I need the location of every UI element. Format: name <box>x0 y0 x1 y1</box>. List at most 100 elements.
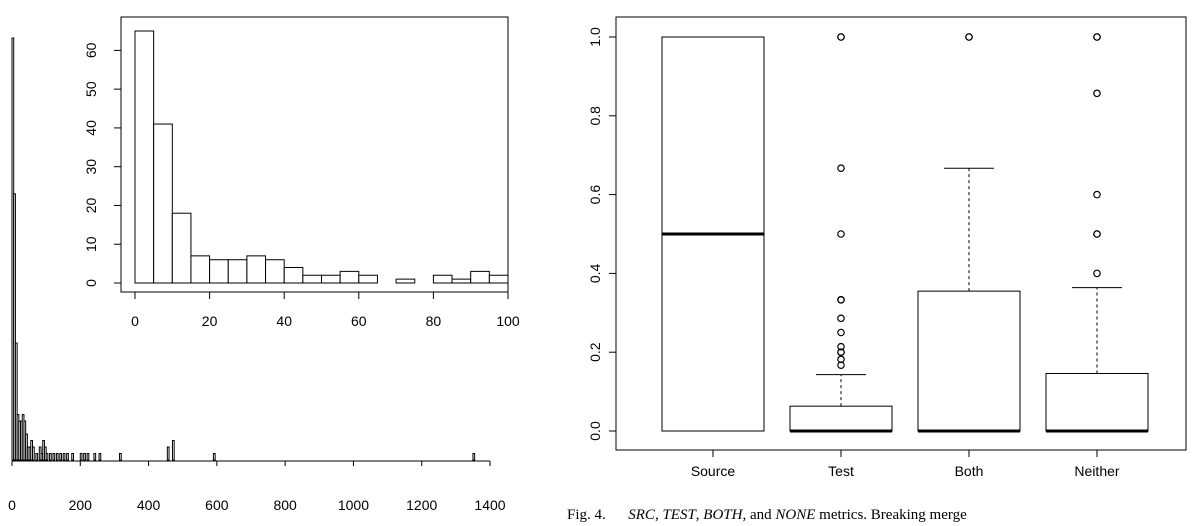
y-tick-label: 0.8 <box>587 106 603 126</box>
inset-y-tick-label: 30 <box>83 159 99 175</box>
inset-histogram-bar <box>190 255 211 284</box>
outlier-point <box>965 33 973 41</box>
caption-sep: , and <box>742 507 776 523</box>
histogram-bar <box>212 453 216 461</box>
histogram-bar <box>71 453 74 461</box>
caption-metric-test: TEST <box>662 507 696 523</box>
inset-x-tick-label: 100 <box>496 313 520 329</box>
histogram-bar <box>171 440 175 461</box>
histogram-bar <box>166 446 170 461</box>
inset-histogram-bar <box>488 274 509 284</box>
inset-histogram-bar <box>134 30 155 284</box>
outlier-point <box>837 33 845 41</box>
x-tick-label: 0 <box>8 497 16 513</box>
inset-y-tick-label: 0 <box>83 279 99 287</box>
outlier-point <box>1093 89 1101 98</box>
x-tick-label: 1200 <box>406 497 437 513</box>
inset-histogram-bars <box>134 30 509 284</box>
caption-metric-none: NONE <box>775 507 816 523</box>
main-histogram-bars <box>11 37 476 461</box>
inset-x-tick-label: 20 <box>202 313 218 329</box>
inset-x-tick-label: 60 <box>351 313 367 329</box>
outlier-point <box>837 295 845 304</box>
inset-histogram-bar <box>227 259 248 284</box>
boxplot-x-labels: Source Test Both Neither <box>691 450 1120 479</box>
y-tick-label: 0.2 <box>587 342 603 362</box>
histogram-chart: 0 200 400 600 800 1000 1200 1400 0 20 40 60 80 100 0… <box>8 16 520 513</box>
inset-histogram-bar <box>265 259 285 284</box>
histogram-bar <box>93 453 97 461</box>
boxplot-chart: 0.0 0.2 0.4 0.6 0.8 1.0 Source Test Both Neither <box>587 16 1187 479</box>
histogram-bar <box>119 453 122 461</box>
y-tick-label: 0.4 <box>587 263 603 283</box>
caption-metric-both: BOTH <box>703 507 743 523</box>
histogram-bar <box>45 453 49 461</box>
boxplot-y-axis: 0.0 0.2 0.4 0.6 0.8 1.0 <box>587 27 617 441</box>
histogram-bar <box>55 453 59 461</box>
inset-y-tick-label: 20 <box>83 197 99 213</box>
histogram-bar <box>59 453 63 461</box>
inset-histogram-bar <box>209 259 229 284</box>
x-tick-label: Source <box>691 463 736 479</box>
histogram-bar <box>49 453 52 461</box>
figure-caption: Fig. 4. SRC, TEST, BOTH, and NONE metric… <box>567 505 1200 526</box>
histogram-bar <box>35 453 39 461</box>
boxplot-boxes <box>661 33 1149 433</box>
outlier-point <box>837 342 845 351</box>
histogram-bar <box>79 453 83 461</box>
inset-histogram-bar <box>470 270 490 284</box>
caption-metric-src: SRC <box>628 507 655 523</box>
caption-sep: , <box>654 507 663 523</box>
inset-y-tick-label: 10 <box>83 236 99 252</box>
box-test <box>789 405 893 432</box>
x-tick-label: 200 <box>69 497 93 513</box>
x-tick-label: 1000 <box>338 497 369 513</box>
x-tick-label: Both <box>955 463 984 479</box>
inset-histogram-bar <box>321 274 341 284</box>
x-tick-label: 600 <box>205 497 229 513</box>
inset-x-tick-label: 80 <box>426 313 442 329</box>
histogram-bar <box>98 453 102 461</box>
y-tick-label: 0.0 <box>587 421 603 441</box>
inset-y-tick-label: 50 <box>83 81 99 97</box>
x-tick-label: 800 <box>273 497 297 513</box>
inset-histogram-bar <box>153 123 173 284</box>
x-tick-label: 400 <box>137 497 161 513</box>
inset-y-tick-label: 40 <box>83 120 99 136</box>
caption-sep: , <box>695 507 704 523</box>
y-tick-label: 1.0 <box>587 27 603 47</box>
histogram-bar <box>52 453 56 461</box>
inset-histogram-bar <box>246 255 267 284</box>
histogram-bar <box>31 446 35 461</box>
outlier-point <box>837 164 845 173</box>
x-tick-label: Neither <box>1074 463 1119 479</box>
outlier-point <box>1093 269 1101 278</box>
outlier-point <box>1093 190 1101 199</box>
inset-y-axis: 0 10 20 30 40 50 60 <box>83 42 122 287</box>
y-tick-label: 0.6 <box>587 185 603 205</box>
inset-y-tick-label: 60 <box>83 42 99 58</box>
x-tick-label: Test <box>828 463 854 479</box>
inset-histogram-bar <box>302 274 323 284</box>
histogram-bar <box>83 453 86 461</box>
inset-histogram-bar <box>171 212 192 284</box>
inset-histogram-bar <box>451 278 472 284</box>
outlier-point <box>837 355 845 364</box>
histogram-bar <box>472 453 476 461</box>
outlier-point <box>837 314 845 323</box>
outlier-point <box>837 230 845 238</box>
outlier-point <box>1093 230 1101 238</box>
inset-x-axis: 0 20 40 60 80 100 <box>131 291 520 329</box>
inset-histogram-bar <box>339 270 360 284</box>
inset-x-tick-label: 0 <box>131 313 139 329</box>
inset-histogram-bar <box>395 278 416 284</box>
histogram-bar <box>66 453 69 461</box>
histogram-bar <box>14 342 18 461</box>
inset-x-tick-label: 40 <box>276 313 292 329</box>
caption-label: Fig. 4. <box>567 507 606 523</box>
outlier-point <box>837 348 845 357</box>
inset-histogram-bar <box>283 266 304 284</box>
histogram-bar <box>13 193 16 461</box>
box-neither <box>1045 372 1149 432</box>
x-tick-label: 1400 <box>474 497 505 513</box>
